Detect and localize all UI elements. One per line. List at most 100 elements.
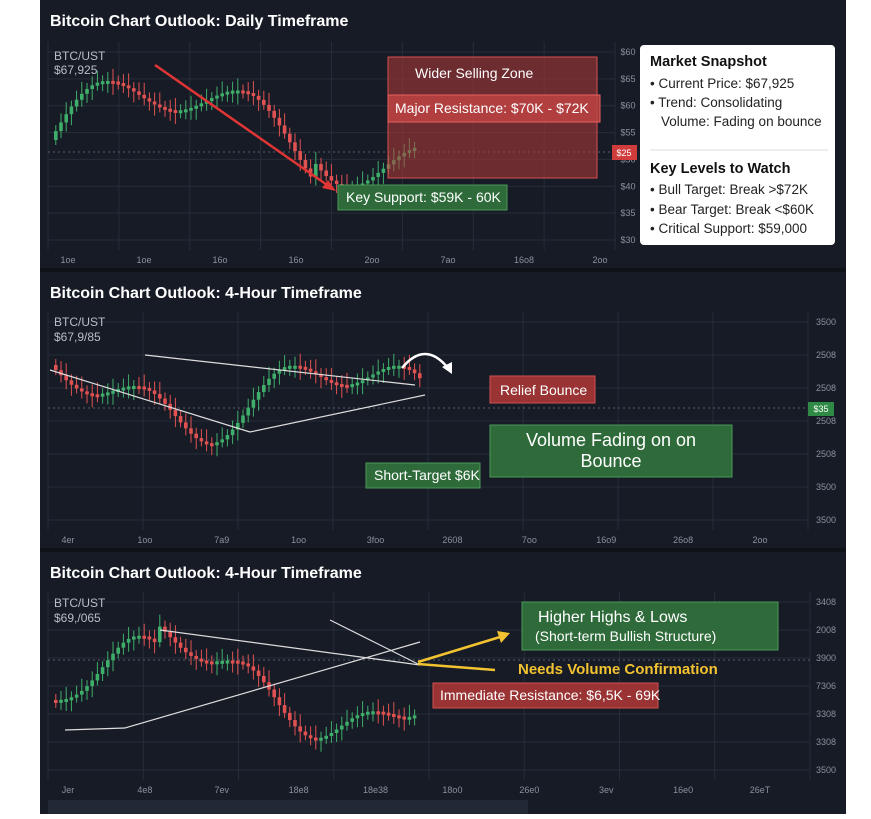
candle — [334, 382, 339, 386]
level-text: Bear Target: Break <$60K — [658, 202, 813, 217]
candle — [69, 380, 74, 385]
candle — [360, 380, 365, 384]
candle — [340, 725, 344, 730]
candle — [189, 428, 193, 434]
x-tick-label: 7oo — [522, 535, 537, 545]
candle — [319, 737, 323, 741]
candle — [308, 735, 313, 739]
candle — [116, 647, 120, 654]
candle — [334, 729, 339, 734]
candle — [137, 91, 141, 95]
snapshot-text: Current Price: $67,925 — [658, 76, 794, 91]
candle — [381, 368, 386, 372]
candle — [210, 98, 214, 102]
level-item: • Bear Target: Break <$60K — [650, 202, 814, 217]
level-text: Critical Support: $59,000 — [658, 221, 807, 236]
candle — [137, 635, 141, 639]
candle — [215, 661, 219, 665]
candle — [142, 635, 146, 639]
candle — [158, 394, 162, 399]
pair: BTC/UST — [54, 315, 106, 329]
candle — [199, 103, 204, 107]
level-text: Bull Target: Break >$72K — [658, 182, 807, 197]
candle — [132, 386, 136, 390]
candle — [204, 660, 209, 664]
x-tick-label: 7ao — [440, 255, 455, 265]
candle — [210, 443, 214, 447]
candle — [314, 371, 318, 375]
arrow — [417, 635, 501, 664]
candle — [324, 170, 328, 177]
resistance-box — [387, 94, 601, 123]
arrow — [154, 63, 331, 189]
candle — [293, 720, 297, 727]
candle — [100, 667, 105, 675]
candle — [345, 721, 349, 726]
y-tick-label: $65 — [620, 74, 635, 84]
candle — [381, 168, 386, 173]
candle — [142, 386, 146, 390]
annotation: Wider Selling Zone — [415, 65, 533, 81]
candle — [272, 689, 276, 698]
candle — [111, 390, 115, 394]
x-tick-label: 16o — [212, 255, 227, 265]
candle — [152, 390, 157, 395]
candle — [59, 122, 63, 132]
candle — [80, 93, 84, 100]
x-tick-label: 1oo — [291, 535, 306, 545]
candle — [90, 393, 94, 397]
candle — [90, 85, 94, 89]
x-tick-label: 16o — [288, 255, 303, 265]
level-item: • Critical Support: $59,000 — [650, 221, 807, 236]
target-box — [365, 462, 481, 489]
annotation: Higher Highs & Lows — [538, 609, 687, 626]
x-tick-label: 16o9 — [596, 535, 616, 545]
candle — [371, 176, 375, 181]
candle — [256, 392, 261, 400]
candle — [95, 82, 100, 86]
x-tick-label: 1oe — [136, 255, 151, 265]
y-tick-label: 3408 — [816, 597, 836, 607]
candle — [298, 726, 302, 732]
candle — [412, 715, 417, 719]
arrow-head — [322, 180, 336, 191]
candle — [392, 713, 396, 717]
price: $67,9/85 — [54, 330, 101, 344]
candle — [319, 374, 323, 378]
candle — [189, 107, 193, 111]
y-tick-label: 3500 — [816, 317, 836, 327]
levels-title: Key Levels to Watch — [650, 161, 790, 177]
candle — [74, 694, 79, 698]
panel-title: Bitcoin Chart Outlook: Daily Timeframe — [50, 13, 349, 30]
x-tick-label: 7ev — [215, 785, 230, 795]
candle — [69, 106, 74, 115]
y-tick-label: 3500 — [816, 765, 836, 775]
candle — [64, 114, 68, 123]
candle — [126, 85, 131, 89]
candle — [80, 388, 84, 392]
candle — [407, 716, 412, 720]
trendline — [49, 369, 251, 433]
candle — [392, 365, 396, 369]
candle — [303, 731, 308, 736]
candle — [251, 666, 256, 671]
trendline — [159, 629, 421, 666]
candle — [121, 642, 126, 648]
candle — [178, 416, 183, 423]
x-tick-label: 16e0 — [673, 785, 693, 795]
candle — [236, 660, 240, 664]
x-tick-label: 3ev — [599, 785, 614, 795]
candle — [100, 393, 105, 397]
price-tag-label: $35 — [813, 404, 828, 414]
snapshot-item: Volume: Fading on bounce — [661, 114, 822, 129]
candle — [251, 93, 256, 97]
y-tick-label: 2508 — [816, 416, 836, 426]
candle — [64, 375, 68, 381]
candle — [262, 384, 266, 393]
candle — [95, 674, 100, 681]
candle — [293, 365, 297, 369]
candle — [158, 626, 162, 643]
y-tick-label: 2508 — [816, 449, 836, 459]
candle — [225, 660, 230, 664]
candle — [106, 392, 110, 396]
